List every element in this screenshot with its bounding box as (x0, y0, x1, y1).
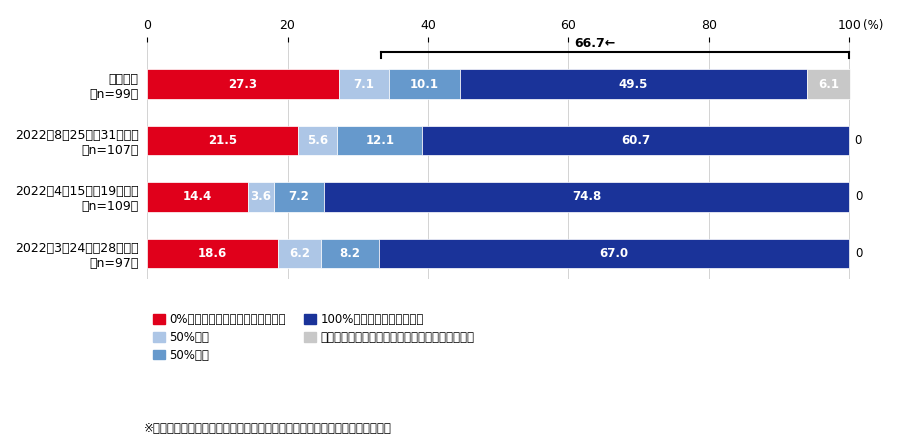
Text: ※「当初からロシア拠点には駐在員を配置していない」は今回調査より追加。: ※「当初からロシア拠点には駐在員を配置していない」は今回調査より追加。 (144, 423, 392, 435)
Text: 8.2: 8.2 (339, 247, 361, 260)
Text: 10.1: 10.1 (410, 77, 438, 91)
Text: 21.5: 21.5 (208, 134, 237, 147)
Text: 6.1: 6.1 (818, 77, 839, 91)
Text: 18.6: 18.6 (198, 247, 227, 260)
Bar (422, 126, 849, 155)
Bar (379, 239, 850, 268)
Bar (807, 69, 850, 99)
Bar (147, 69, 338, 99)
Bar (338, 69, 389, 99)
Legend: 0%（駐在員全員がロシアに残留）, 50%未満, 50%以上, 100%（駐在員全員が退避）, 当初からロシア拠点には駐在員を配置していない: 0%（駐在員全員がロシアに残留）, 50%未満, 50%以上, 100%（駐在員… (153, 313, 474, 362)
Text: 27.3: 27.3 (229, 77, 257, 91)
Bar (147, 182, 248, 212)
Text: 0: 0 (855, 191, 862, 203)
Text: 0: 0 (855, 247, 862, 260)
Text: 6.2: 6.2 (289, 247, 310, 260)
Bar (278, 239, 321, 268)
Bar (147, 239, 278, 268)
Bar (147, 126, 298, 155)
Text: 3.6: 3.6 (250, 191, 272, 203)
Text: 67.0: 67.0 (599, 247, 629, 260)
Text: 60.7: 60.7 (621, 134, 650, 147)
Text: 66.7←: 66.7← (574, 37, 616, 50)
Bar (460, 69, 807, 99)
Text: 14.4: 14.4 (183, 191, 212, 203)
Text: 5.6: 5.6 (307, 134, 328, 147)
Text: 49.5: 49.5 (619, 77, 648, 91)
Text: 7.1: 7.1 (354, 77, 374, 91)
Text: 0: 0 (854, 134, 861, 147)
Text: 7.2: 7.2 (288, 191, 310, 203)
Bar (321, 239, 379, 268)
Bar (338, 126, 422, 155)
Text: 74.8: 74.8 (572, 191, 601, 203)
Bar (298, 126, 338, 155)
Bar (248, 182, 274, 212)
Bar (324, 182, 850, 212)
Bar (389, 69, 460, 99)
Text: (%): (%) (863, 19, 884, 32)
Text: 12.1: 12.1 (365, 134, 394, 147)
Bar (274, 182, 324, 212)
